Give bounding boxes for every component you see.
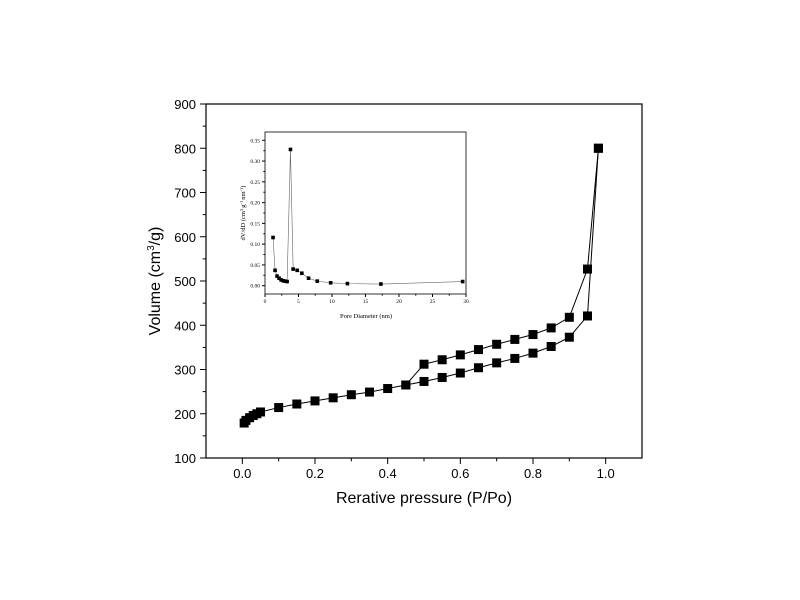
main-data-point	[593, 143, 603, 153]
inset-x-tick-label: 25	[430, 299, 436, 305]
main-y-tick-label: 300	[174, 363, 196, 378]
main-data-point	[346, 390, 356, 400]
inset-data-point	[315, 279, 320, 283]
main-data-point	[583, 264, 592, 274]
inset-data-point	[277, 276, 281, 281]
main-data-point	[292, 399, 302, 409]
main-chart: 0.0 0.2 0.4 0.6 0.8 1.01002003004005006007008…	[146, 97, 643, 507]
inset-y-tick-label: 0.30	[250, 159, 260, 165]
inset-data-point	[306, 276, 311, 281]
main-y-tick-label: 800	[174, 141, 196, 156]
main-data-point	[455, 350, 465, 360]
main-y-tick-label: 500	[174, 274, 196, 289]
inset-x-tick-label: 15	[363, 299, 369, 305]
main-data-point	[546, 341, 556, 351]
main-axis-ticks: 0.0 0.2 0.4 0.6 0.8 1.01002003004005006007008…	[174, 97, 614, 481]
main-data-point	[437, 372, 447, 382]
main-y-tick-label: 900	[174, 97, 196, 112]
main-data-point	[492, 358, 502, 368]
inset-x-tick-label: 10	[329, 299, 335, 305]
inset-y-axis-title: dV/dD (cm3g-1nm-1)	[239, 186, 247, 241]
main-x-tick-label: 1.0	[597, 466, 615, 481]
inset-data-point	[379, 282, 383, 286]
main-x-tick-label: 0.0	[233, 466, 251, 481]
main-y-axis-title: Volume (cm3/g)	[146, 227, 164, 336]
main-series-2-line	[405, 148, 599, 386]
inset-data-point	[328, 280, 333, 285]
main-data-point	[256, 407, 265, 417]
main-data-point	[492, 339, 502, 349]
inset-data-point	[279, 278, 283, 282]
inset-series-1-line	[272, 149, 463, 285]
inset-y-tick-label: 0.05	[250, 263, 260, 269]
main-data-point	[510, 353, 520, 363]
main-data-point	[401, 380, 411, 390]
main-x-tick-label: 0.2	[306, 466, 324, 481]
main-data-point	[419, 359, 429, 369]
main-data-point	[455, 368, 465, 378]
inset-data-point	[275, 274, 279, 278]
main-series-markers	[239, 143, 603, 428]
main-data-point	[564, 332, 574, 342]
inset-y-tick-label: 0.25	[250, 180, 260, 186]
inset-data-point	[283, 279, 287, 283]
main-data-point	[328, 393, 338, 403]
inset-data-point	[345, 281, 350, 286]
main-x-tick-label: 0.4	[379, 466, 397, 481]
main-y-tick-label: 100	[174, 451, 196, 466]
main-y-tick-label: 200	[174, 407, 196, 422]
inset-axis-ticks: 0 5 10 15 20 25 30 0.00 0.05 0.10 0.15 0.20 0.25 0.30…	[250, 138, 469, 305]
inset-x-axis-title: Pore Diameter (nm)	[340, 313, 392, 320]
inset-data-point	[273, 268, 277, 273]
main-y-tick-label: 400	[174, 318, 196, 333]
main-y-tick-label: 700	[174, 186, 196, 201]
inset-x-tick-label: 30	[463, 299, 469, 305]
inset-data-point	[291, 267, 295, 271]
main-data-point	[564, 312, 574, 322]
main-data-point	[310, 396, 320, 406]
main-data-point	[583, 311, 592, 321]
main-x-axis-title: Rerative pressure (P/Po)	[336, 490, 512, 507]
inset-series-line	[272, 149, 463, 285]
inset-data-point	[300, 271, 304, 276]
main-data-point	[510, 334, 520, 344]
inset-data-point	[281, 278, 285, 283]
main-plot-frame	[205, 103, 643, 459]
inset-y-tick-label: 0.10	[250, 242, 260, 248]
inset-y-tick-label: 0.15	[250, 221, 260, 227]
inset-y-tick-label: 0.20	[250, 201, 260, 207]
main-x-tick-label: 0.8	[524, 466, 542, 481]
main-data-point	[546, 323, 556, 333]
main-data-point	[528, 330, 538, 340]
main-data-point	[474, 363, 483, 373]
inset-x-tick-label: 20	[396, 299, 402, 305]
inset-y-tick-label: 0.00	[250, 284, 260, 290]
main-data-point	[274, 403, 284, 413]
main-y-tick-label: 600	[174, 230, 196, 245]
main-data-point	[419, 376, 429, 386]
inset-data-point	[460, 279, 465, 284]
inset-series-markers	[271, 147, 465, 286]
inset-chart: 0 5 10 15 20 25 30 0.00 0.05 0.10 0.15 0.20 0.25 0.30…	[239, 131, 469, 320]
inset-x-tick-label: 0	[264, 299, 267, 305]
inset-y-tick-label: 0.35	[250, 138, 260, 144]
main-data-point	[383, 384, 393, 394]
inset-data-point	[288, 147, 293, 152]
inset-data-point	[271, 235, 275, 240]
main-data-point	[528, 348, 538, 358]
main-data-point	[365, 387, 374, 397]
main-data-point	[437, 355, 447, 365]
inset-data-point	[295, 268, 299, 273]
main-data-point	[474, 345, 483, 355]
inset-data-point	[285, 279, 289, 284]
inset-x-tick-label: 5	[297, 299, 300, 305]
main-x-tick-label: 0.6	[451, 466, 469, 481]
